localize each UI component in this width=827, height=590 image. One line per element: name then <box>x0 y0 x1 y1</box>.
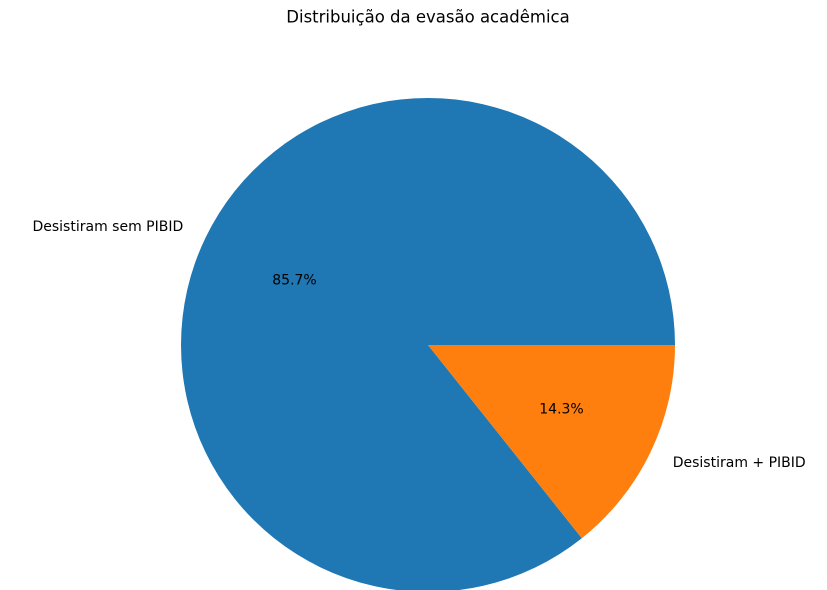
pie-slice <box>428 345 675 539</box>
value-label: 14.3% <box>539 401 583 417</box>
pie-slice <box>181 98 675 590</box>
slice-label: Desistiram sem PIBID <box>32 219 183 235</box>
slice-label: Desistiram + PIBID <box>673 455 806 471</box>
value-label: 85.7% <box>272 273 316 289</box>
chart-title: Distribuição da evasão acadêmica <box>286 8 569 27</box>
